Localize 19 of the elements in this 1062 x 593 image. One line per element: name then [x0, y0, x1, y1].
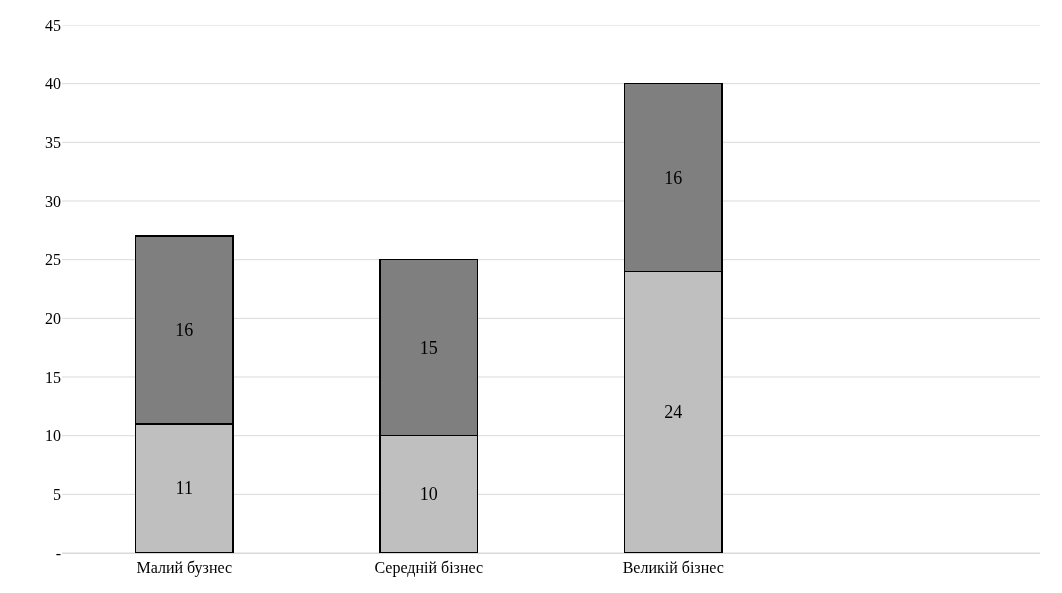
- x-tick-label: Великій бізнес: [622, 559, 724, 577]
- data-label: 16: [175, 320, 194, 341]
- y-tick-label: 20: [45, 309, 61, 327]
- x-tick-label: Середній бізнес: [374, 559, 484, 578]
- y-tick-label: 15: [45, 368, 61, 386]
- y-tick-label: 30: [45, 192, 61, 210]
- x-tick-label: Малий бузнес: [136, 559, 233, 578]
- y-tick-label: -: [55, 544, 61, 562]
- data-label: 15: [419, 337, 438, 358]
- y-tick-label: 25: [45, 251, 61, 269]
- data-label: 16: [664, 167, 683, 188]
- y-tick-label: 10: [45, 427, 61, 445]
- data-label: 11: [175, 478, 193, 499]
- data-label: 10: [419, 484, 438, 505]
- y-tick-label: 35: [45, 133, 61, 151]
- y-tick-label: 45: [45, 16, 61, 34]
- y-tick-label: 5: [53, 485, 61, 503]
- y-tick-label: 40: [45, 75, 61, 93]
- data-label: 24: [664, 402, 683, 423]
